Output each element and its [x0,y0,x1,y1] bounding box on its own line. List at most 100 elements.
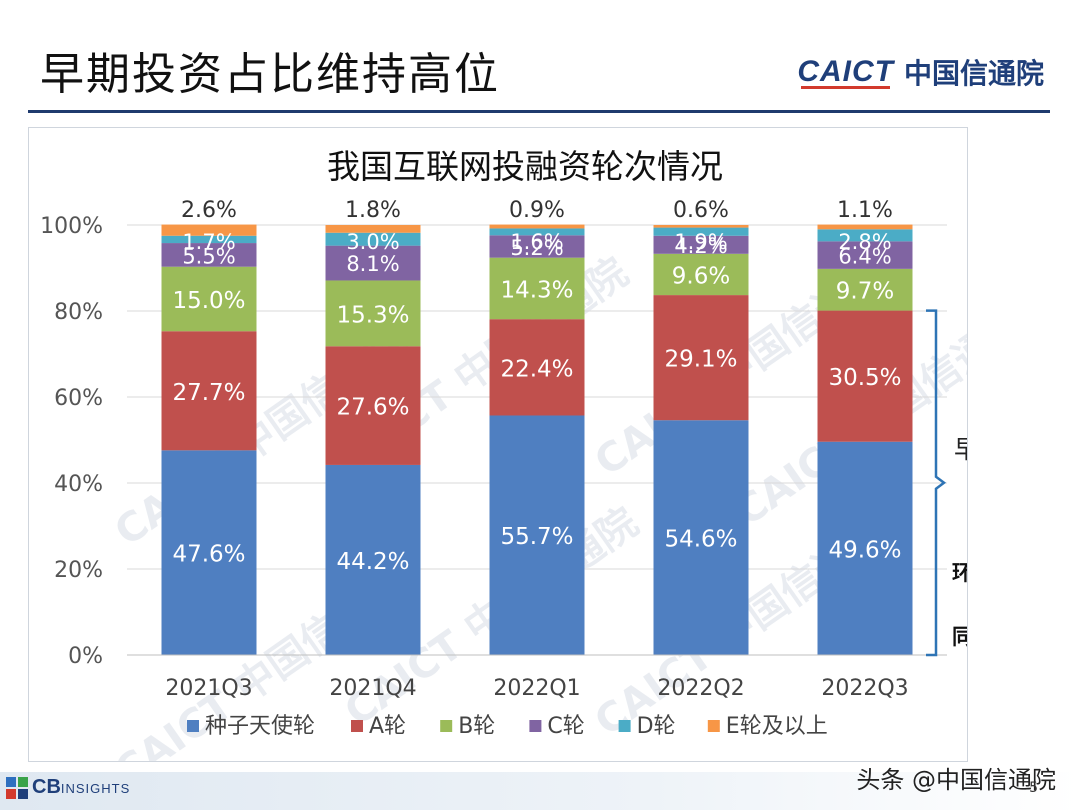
data-label: 5.5% [182,244,235,268]
cb-insights-logo: CBINSIGHTS [6,776,130,799]
caict-logo-text: 中国信通院 [903,57,1044,90]
legend-label: 种子天使轮 [205,714,315,739]
bar-segment [489,257,585,320]
bar-segment [653,227,749,236]
data-label: 15.3% [336,302,409,328]
data-label: 5.2% [510,236,563,260]
data-label: 27.6% [336,395,409,421]
cb-insights-icon [6,776,28,799]
cb-insights-text: CBINSIGHTS [32,776,131,798]
data-label: 2.6% [181,198,237,223]
bar-segment [325,346,421,465]
y-tick-label: 0% [68,644,103,669]
data-label: 8.1% [346,252,399,276]
x-tick-label: 2022Q2 [657,676,744,701]
data-label: 1.9% [674,230,727,254]
bar-segment [325,245,421,281]
legend-label: E轮及以上 [726,714,828,739]
data-label: 22.4% [500,356,573,382]
bar-segment [817,241,913,269]
legend-label: D轮 [637,714,676,739]
bar-segment [817,224,913,230]
bar-segment [489,224,585,229]
legend-swatch [707,720,720,732]
x-tick-label: 2022Q3 [821,676,908,701]
data-label: 1.6% [510,230,563,254]
data-label: 55.7% [500,524,573,550]
chart-title: 我国互联网投融资轮次情况 [327,147,723,186]
bar-segment [489,415,585,655]
legend-swatch [187,720,199,732]
data-label: 54.6% [664,527,737,553]
caict-logo: CAICT 中国信通院 [797,52,1044,92]
bar-segment [325,280,421,347]
y-tick-label: 100% [40,214,103,239]
bar-segment [817,441,913,655]
data-label: 0.9% [509,198,565,223]
data-label: 49.6% [828,537,901,563]
bar-segment [161,235,257,244]
data-label: 29.1% [664,347,737,373]
slide-title: 早期投资占比维持高位 [40,49,500,100]
y-tick-label: 80% [54,300,103,325]
data-label: 4.2% [674,234,727,258]
bar-segment [325,464,421,655]
data-label: 9.6% [672,263,730,289]
legend: 种子天使轮 A轮 B轮 C轮 D轮 E轮及以上 [187,714,828,739]
page-number: 5 [1029,780,1038,796]
x-tick-label: 2021Q4 [329,676,416,701]
data-labels-layer: 47.6% 27.7% 15.0% 5.5%1.7% 2.6% 44.2% 27.6% 15.… [172,198,901,575]
data-label: 44.2% [336,549,409,575]
data-label: 30.5% [828,365,901,391]
data-label: 27.7% [172,380,245,406]
data-label: 1.1% [837,198,893,223]
bars-layer [161,224,913,655]
annotations: 早期投资80.1%环比3.6同比4.8 [926,309,967,657]
bar-segment [161,450,257,655]
data-label: 0.6% [673,198,729,223]
early-investment-label: 早期投资 [954,435,967,464]
data-label: 15.0% [172,288,245,314]
bar-segment [653,235,749,254]
legend-label: A轮 [369,714,406,739]
y-tick-label: 40% [54,472,103,497]
bar-segment [653,295,749,421]
legend-label: B轮 [458,714,495,739]
bar-segment [817,310,913,442]
early-investment-bracket [926,309,947,657]
legend-swatch [440,720,453,732]
bar-segment [325,232,421,246]
data-label: 3.0% [346,230,399,254]
bar-segment [653,253,749,296]
footer-band [0,772,1080,810]
x-tick-label: 2022Q1 [493,676,580,701]
bar-segment [817,268,913,311]
legend-swatch [351,720,363,732]
legend-swatch [529,720,542,732]
title-divider [28,110,1050,113]
bar-segment [325,225,421,233]
data-label: 14.3% [500,277,573,303]
data-label: 6.4% [838,245,891,269]
bar-segment [161,266,257,332]
x-tick-label: 2021Q3 [165,676,252,701]
bar-segment [817,229,913,242]
qoq-label: 环比 [952,561,967,585]
bar-segment [161,331,257,451]
source-watermark: 头条 @中国信通院 [856,766,1056,794]
yoy-label: 同比 [952,625,967,649]
legend-swatch [618,720,631,732]
data-label: 1.8% [345,198,401,223]
bar-segment [489,235,585,258]
y-tick-label: 60% [54,386,103,411]
data-label: 9.7% [836,279,894,305]
data-label: 1.7% [182,230,235,254]
bar-segment [489,228,585,236]
data-label: 2.8% [838,230,891,254]
axes-layer: 我国互联网投融资轮次情况 0% 20% 40% 60% 80% 100% 2021Q3 2021… [40,147,947,701]
y-tick-label: 20% [54,558,103,583]
caict-logo-mark: CAICT [797,55,894,89]
bar-segment [161,243,257,267]
